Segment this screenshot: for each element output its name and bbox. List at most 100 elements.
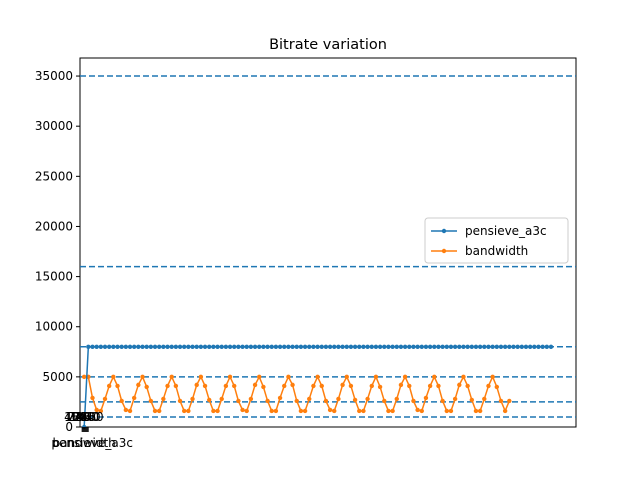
data-point-pensieve_a3c: [348, 344, 354, 349]
legend: pensieve_a3c bandwidth: [424, 217, 569, 264]
data-point-bandwidth: [423, 395, 429, 401]
y-tick-label: 0: [65, 420, 73, 434]
data-point-bandwidth: [177, 398, 183, 404]
data-point-pensieve_a3c: [427, 344, 433, 349]
data-point-bandwidth: [411, 398, 416, 404]
data-point-bandwidth: [136, 382, 141, 388]
data-point-bandwidth: [148, 398, 154, 404]
legend-box: [424, 217, 569, 264]
data-point-pensieve_a3c: [448, 344, 454, 349]
plot-frame: [79, 57, 577, 428]
data-point-bandwidth: [156, 408, 162, 414]
data-point-bandwidth: [127, 408, 133, 414]
data-point-bandwidth: [298, 408, 304, 414]
overlap-number-label: 360: [76, 410, 99, 424]
data-point-bandwidth: [494, 384, 500, 390]
data-point-pensieve_a3c: [156, 344, 162, 349]
data-point-pensieve_a3c: [257, 344, 262, 349]
data-point-bandwidth: [482, 396, 487, 402]
data-point-pensieve_a3c: [373, 344, 379, 349]
data-point-pensieve_a3c: [207, 344, 212, 349]
data-point-pensieve_a3c: [182, 344, 187, 349]
data-point-pensieve_a3c: [494, 344, 500, 349]
data-point-bandwidth: [240, 407, 245, 413]
data-point-pensieve_a3c: [402, 344, 408, 349]
data-point-bandwidth: [448, 408, 454, 414]
data-point-bandwidth: [352, 397, 358, 403]
data-point-pensieve_a3c: [390, 344, 395, 349]
data-point-bandwidth: [182, 408, 187, 414]
data-point-pensieve_a3c: [536, 344, 541, 349]
data-point-pensieve_a3c: [377, 344, 383, 349]
data-point-pensieve_a3c: [252, 344, 258, 349]
data-point-pensieve_a3c: [444, 344, 449, 349]
overlap-number-label: 2160: [73, 410, 104, 424]
data-point-pensieve_a3c: [465, 344, 470, 349]
data-point-pensieve_a3c: [86, 344, 91, 349]
data-point-pensieve_a3c: [173, 344, 179, 349]
data-point-pensieve_a3c: [544, 344, 550, 349]
data-point-bandwidth: [490, 374, 495, 380]
data-point-bandwidth: [357, 408, 362, 414]
data-point-bandwidth: [377, 384, 383, 390]
data-point-bandwidth: [119, 398, 124, 404]
data-point-pensieve_a3c: [294, 344, 299, 349]
data-point-pensieve_a3c: [127, 344, 133, 349]
data-point-bandwidth: [402, 374, 408, 380]
data-point-bandwidth: [290, 382, 295, 388]
data-point-bandwidth: [307, 396, 312, 402]
data-point-pensieve_a3c: [223, 344, 229, 349]
data-point-bandwidth: [302, 408, 308, 414]
y-tick-label: 20000: [35, 219, 73, 233]
data-point-pensieve_a3c: [490, 344, 495, 349]
data-point-pensieve_a3c: [369, 344, 374, 349]
data-point-pensieve_a3c: [386, 344, 391, 349]
data-point-pensieve_a3c: [106, 344, 112, 349]
data-point-pensieve_a3c: [298, 344, 304, 349]
data-point-bandwidth: [190, 396, 195, 402]
data-point-pensieve_a3c: [227, 344, 233, 349]
data-point-pensieve_a3c: [327, 344, 333, 349]
data-point-pensieve_a3c: [161, 344, 166, 349]
data-point-pensieve_a3c: [452, 344, 458, 349]
data-point-pensieve_a3c: [515, 344, 520, 349]
chart-title: Bitrate variation: [269, 37, 387, 53]
data-point-bandwidth: [486, 383, 491, 389]
series-layer: [81, 344, 554, 430]
data-point-bandwidth: [452, 396, 458, 402]
data-point-pensieve_a3c: [194, 344, 199, 349]
data-point-bandwidth: [277, 395, 283, 401]
legend-marker: [441, 248, 447, 254]
data-point-bandwidth: [369, 383, 374, 389]
y-tick-label: 5000: [42, 370, 73, 384]
data-point-bandwidth: [106, 383, 112, 389]
data-point-pensieve_a3c: [277, 344, 283, 349]
data-point-pensieve_a3c: [548, 344, 554, 349]
data-point-bandwidth: [344, 374, 349, 380]
overlap-series-label: pensieve_a3c: [51, 436, 133, 450]
data-point-bandwidth: [244, 408, 249, 414]
data-point-bandwidth: [161, 396, 166, 402]
data-point-bandwidth: [294, 398, 299, 404]
data-point-bandwidth: [211, 408, 216, 414]
data-point-pensieve_a3c: [115, 344, 120, 349]
data-point-pensieve_a3c: [498, 344, 504, 349]
data-point-pensieve_a3c: [415, 344, 420, 349]
data-point-bandwidth: [327, 407, 333, 413]
data-point-bandwidth: [223, 383, 229, 389]
data-point-bandwidth: [186, 408, 191, 414]
data-point-pensieve_a3c: [148, 344, 154, 349]
data-point-pensieve_a3c: [240, 344, 245, 349]
data-point-bandwidth: [140, 374, 145, 380]
data-point-pensieve_a3c: [407, 344, 412, 349]
overlap-number-label: 720: [67, 410, 90, 424]
data-point-bandwidth: [386, 408, 391, 414]
data-point-pensieve_a3c: [265, 344, 270, 349]
data-point-pensieve_a3c: [236, 344, 241, 349]
data-point-pensieve_a3c: [102, 344, 108, 349]
data-point-pensieve_a3c: [319, 344, 324, 349]
data-point-bandwidth: [273, 408, 279, 414]
data-point-bandwidth: [407, 383, 412, 389]
